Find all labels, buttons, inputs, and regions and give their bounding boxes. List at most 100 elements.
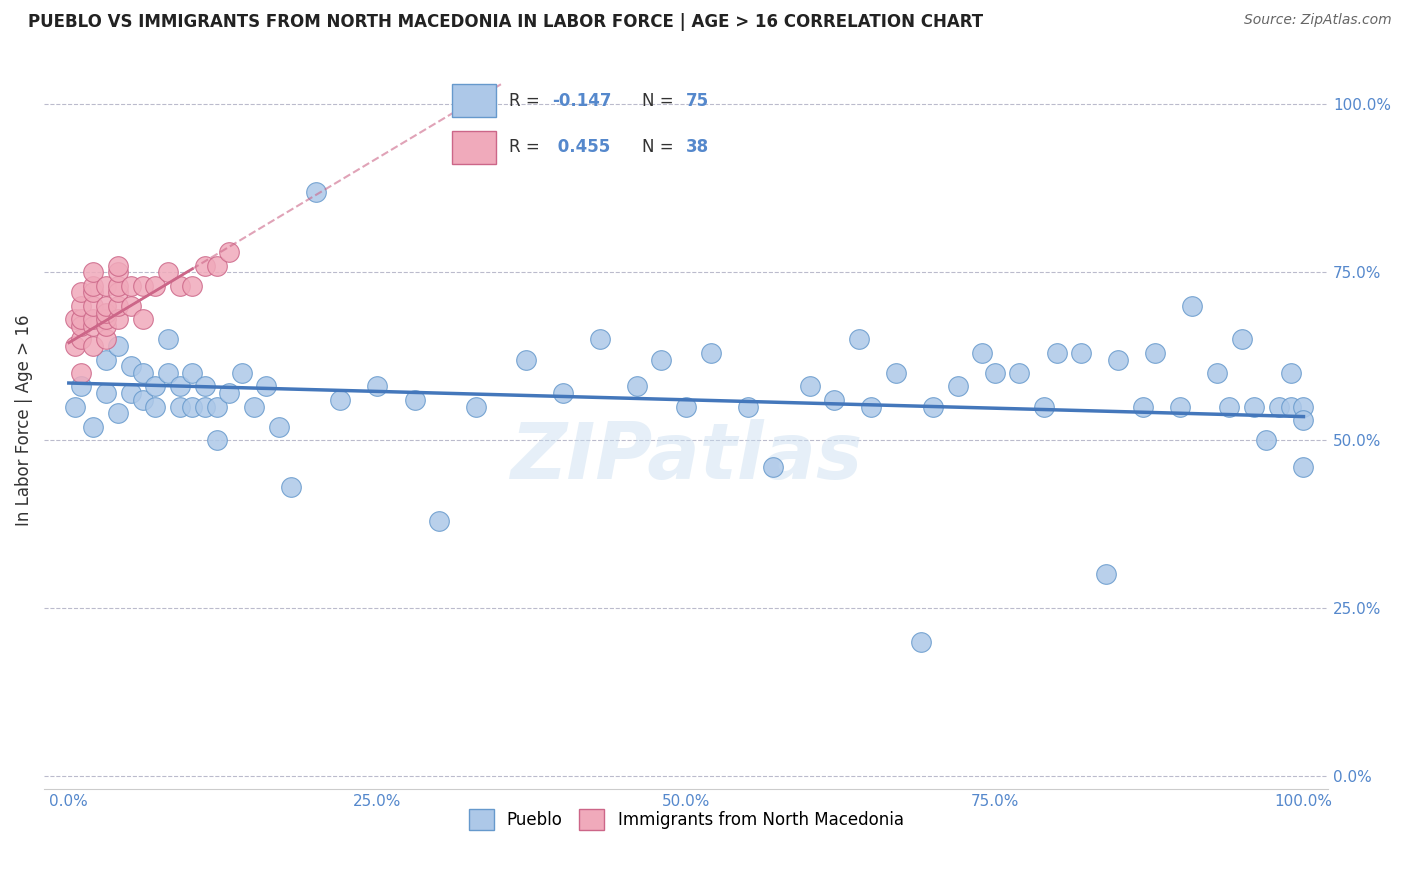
Point: [120, 386, 142, 401]
Point: [143, 379, 166, 393]
Point: [1279, 400, 1302, 414]
Point: [63, 312, 86, 326]
Point: [1008, 366, 1031, 380]
Point: [1230, 332, 1253, 346]
Point: [94, 299, 117, 313]
Point: [181, 400, 204, 414]
Point: [329, 392, 352, 407]
Text: Source: ZipAtlas.com: Source: ZipAtlas.com: [1244, 13, 1392, 28]
Point: [205, 433, 228, 447]
Point: [984, 366, 1007, 380]
Point: [972, 346, 994, 360]
Point: [465, 400, 488, 414]
Point: [1218, 400, 1240, 414]
Point: [70, 312, 93, 326]
Point: [1243, 400, 1265, 414]
Point: [70, 332, 93, 346]
Point: [132, 278, 155, 293]
Point: [156, 332, 179, 346]
Point: [761, 459, 783, 474]
Point: [194, 400, 217, 414]
Point: [156, 366, 179, 380]
Point: [231, 366, 253, 380]
Point: [427, 514, 450, 528]
Point: [120, 278, 142, 293]
Point: [181, 278, 204, 293]
Point: [107, 406, 129, 420]
Point: [1132, 400, 1154, 414]
Point: [1033, 400, 1056, 414]
Point: [169, 379, 191, 393]
Point: [280, 480, 302, 494]
Point: [94, 305, 117, 319]
Point: [70, 366, 93, 380]
Point: [107, 312, 129, 326]
Point: [181, 366, 204, 380]
Point: [107, 265, 129, 279]
Point: [1181, 299, 1204, 313]
Point: [218, 245, 240, 260]
Point: [82, 318, 104, 333]
Point: [107, 285, 129, 300]
Point: [650, 352, 672, 367]
Point: [70, 379, 93, 393]
Point: [1144, 346, 1167, 360]
Point: [910, 634, 932, 648]
Point: [120, 299, 142, 313]
Legend: Pueblo, Immigrants from North Macedonia: Pueblo, Immigrants from North Macedonia: [461, 803, 911, 837]
Point: [94, 318, 117, 333]
Point: [107, 278, 129, 293]
Point: [1292, 400, 1315, 414]
Point: [82, 339, 104, 353]
Point: [515, 352, 537, 367]
Point: [551, 386, 574, 401]
Point: [799, 379, 821, 393]
Point: [94, 386, 117, 401]
Point: [1279, 366, 1302, 380]
Point: [243, 400, 266, 414]
Point: [94, 352, 117, 367]
Point: [1256, 433, 1278, 447]
Point: [675, 400, 697, 414]
Point: [1267, 400, 1289, 414]
Point: [63, 400, 86, 414]
Point: [132, 392, 155, 407]
Point: [626, 379, 648, 393]
Point: [107, 339, 129, 353]
Point: [205, 400, 228, 414]
Point: [305, 185, 328, 199]
Point: [194, 259, 217, 273]
Point: [143, 278, 166, 293]
Point: [848, 332, 870, 346]
Point: [700, 346, 723, 360]
Point: [82, 278, 104, 293]
Y-axis label: In Labor Force | Age > 16: In Labor Force | Age > 16: [15, 314, 32, 525]
Point: [404, 392, 426, 407]
Point: [63, 339, 86, 353]
Point: [205, 259, 228, 273]
Point: [143, 400, 166, 414]
Point: [82, 299, 104, 313]
Point: [132, 366, 155, 380]
Point: [70, 299, 93, 313]
Point: [156, 265, 179, 279]
Point: [1045, 346, 1067, 360]
Point: [1107, 352, 1129, 367]
Point: [94, 278, 117, 293]
Text: ZIPatlas: ZIPatlas: [510, 419, 862, 495]
Point: [1168, 400, 1191, 414]
Point: [823, 392, 845, 407]
Point: [169, 400, 191, 414]
Point: [107, 299, 129, 313]
Point: [1292, 459, 1315, 474]
Point: [169, 278, 191, 293]
Point: [94, 312, 117, 326]
Point: [107, 259, 129, 273]
Point: [366, 379, 388, 393]
Point: [120, 359, 142, 374]
Point: [70, 318, 93, 333]
Point: [82, 285, 104, 300]
Text: PUEBLO VS IMMIGRANTS FROM NORTH MACEDONIA IN LABOR FORCE | AGE > 16 CORRELATION : PUEBLO VS IMMIGRANTS FROM NORTH MACEDONI…: [28, 13, 983, 31]
Point: [1070, 346, 1092, 360]
Point: [1206, 366, 1229, 380]
